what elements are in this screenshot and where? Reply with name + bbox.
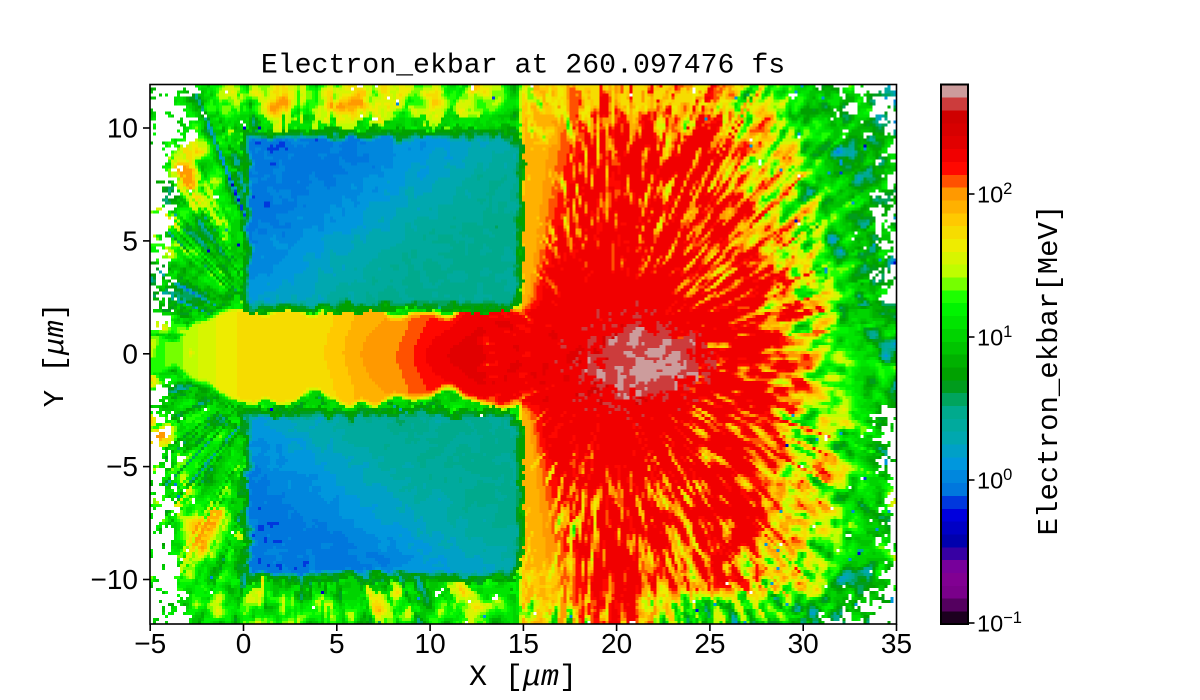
svg-text:−10: −10 <box>91 564 139 595</box>
svg-text:15: 15 <box>508 628 539 659</box>
svg-text:−5: −5 <box>134 628 166 659</box>
svg-text:−5: −5 <box>106 451 138 482</box>
svg-text:0: 0 <box>236 628 252 659</box>
svg-text:30: 30 <box>788 628 819 659</box>
svg-text:10: 10 <box>415 628 446 659</box>
svg-text:25: 25 <box>694 628 725 659</box>
svg-text:Electron_ekbar[MeV]: Electron_ekbar[MeV] <box>1033 205 1066 536</box>
svg-text:Y [μm]: Y [μm] <box>39 303 72 407</box>
svg-text:5: 5 <box>122 225 138 256</box>
svg-text:10: 10 <box>107 113 138 144</box>
svg-text:20: 20 <box>601 628 632 659</box>
svg-text:0: 0 <box>122 338 138 369</box>
svg-text:X [μm]: X [μm] <box>469 661 577 695</box>
svg-text:Electron_ekbar at 260.097476 f: Electron_ekbar at 260.097476 fs <box>261 51 785 82</box>
svg-text:5: 5 <box>329 628 345 659</box>
svg-text:35: 35 <box>881 628 912 659</box>
